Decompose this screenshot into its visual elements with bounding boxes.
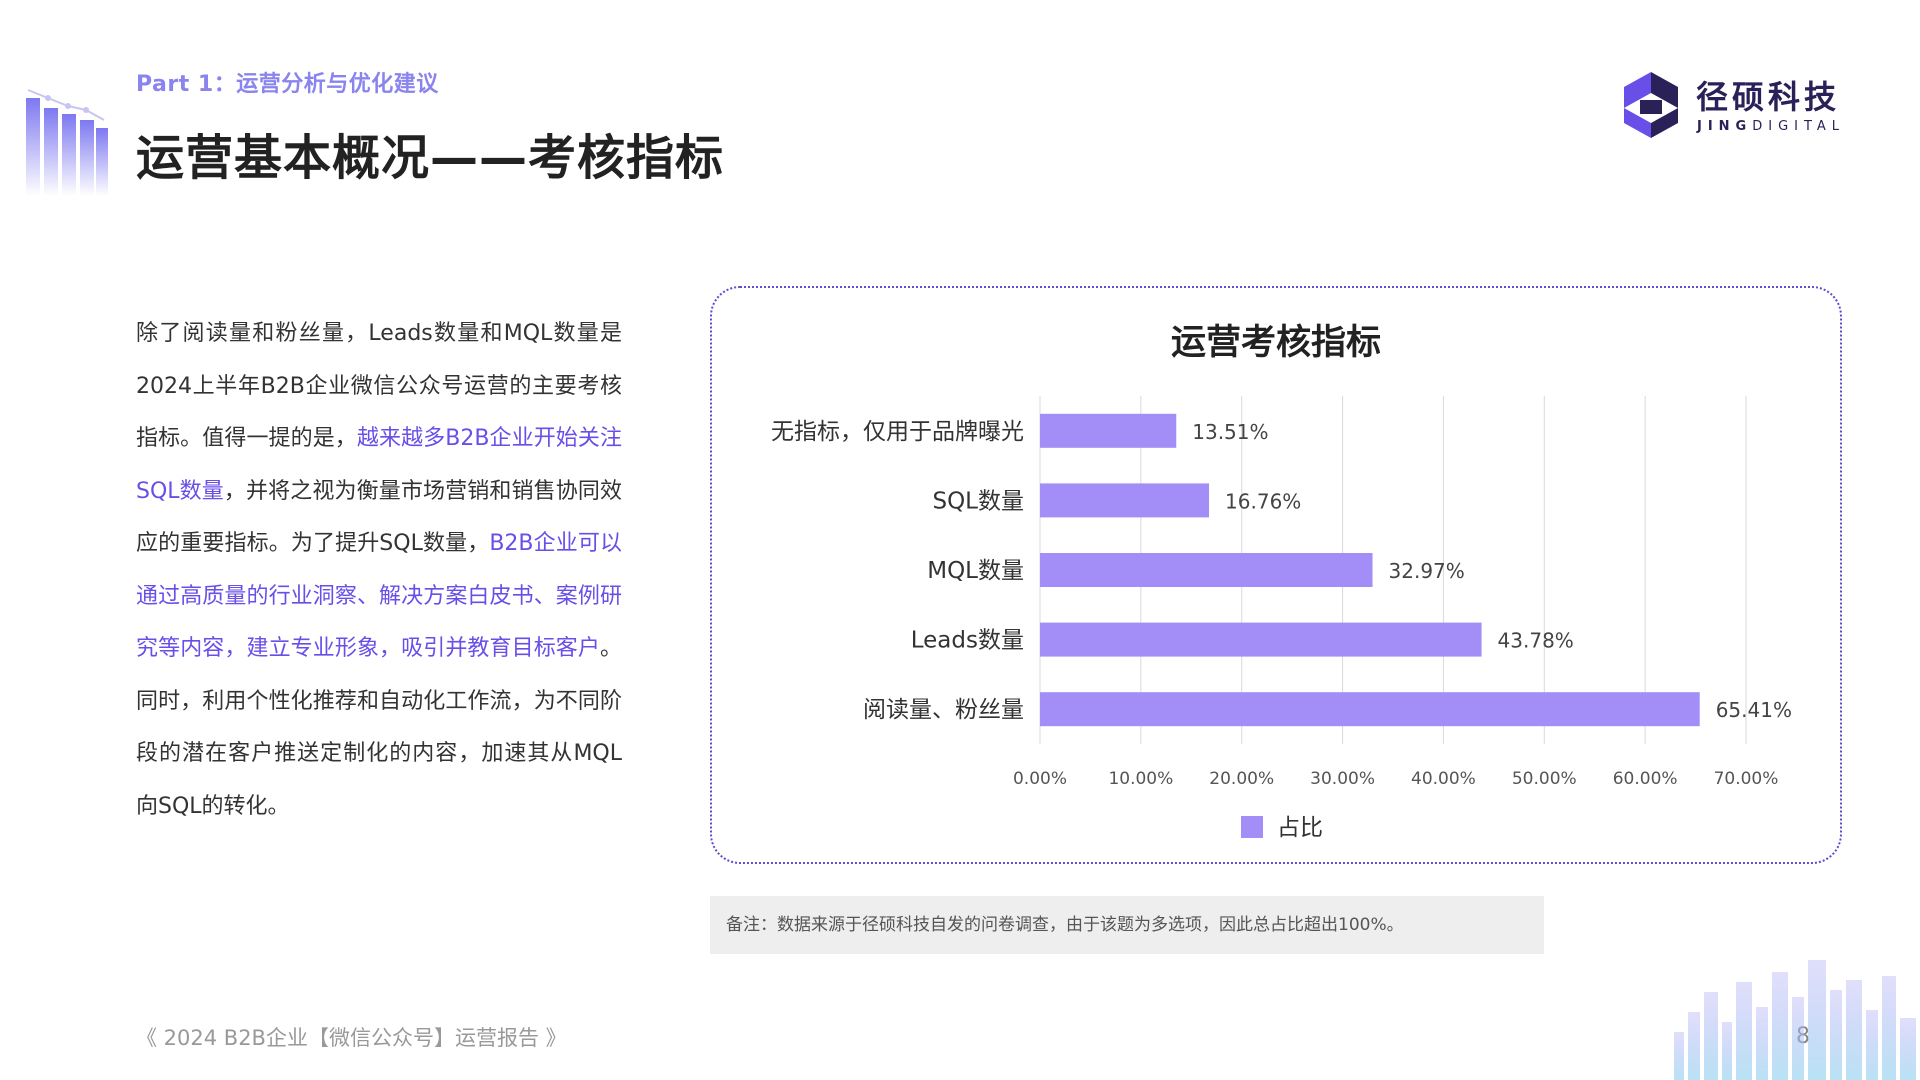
body-segment: ，并将之视为衡量市场营销和销售协同效应的重要指标。为了提升SQL数量，: [136, 478, 622, 557]
footer-report-title: 《 2024 B2B企业【微信公众号】运营报告 》: [136, 1026, 567, 1050]
x-tick-label: 70.00%: [1714, 769, 1779, 789]
data-label: 16.76%: [1225, 489, 1301, 513]
data-label: 65.41%: [1716, 698, 1792, 722]
y-category-label: SQL数量: [932, 488, 1024, 514]
x-tick-label: 20.00%: [1209, 769, 1274, 789]
body-highlight: 越来越多B2B企业开始关注SQL数量: [136, 426, 622, 504]
page-title: 运营基本概况——考核指标: [136, 130, 725, 186]
city-skyline-graphic: [1674, 960, 1916, 1080]
bar: [1040, 413, 1177, 448]
part-label: Part 1：运营分析与优化建议: [136, 72, 439, 97]
chart-title: 运营考核指标: [1171, 323, 1381, 363]
y-category-label: 无指标，仅用于品牌曝光: [771, 419, 1024, 445]
bar: [1040, 553, 1373, 587]
data-source-note: 备注：数据来源于径硕科技自发的问卷调查，由于该题为多选项，因此总占比超出100%…: [710, 896, 1544, 954]
logo-name-en: JINGDIGITAL: [1697, 119, 1845, 134]
bar-chart: 运营考核指标 0.00% 10.00% 20.00% 30.00% 40.00% 50.00…: [771, 323, 1792, 841]
y-category-label: Leads数量: [911, 628, 1024, 654]
logo-mark-icon: [1624, 72, 1678, 138]
logo-name-cn: 径硕科技: [1696, 78, 1841, 116]
body-paragraph: 除了阅读量和粉丝量，Leads数量和MQL数量是2024上半年B2B企业微信公众…: [136, 308, 622, 833]
x-tick-label: 30.00%: [1310, 769, 1375, 789]
legend-label: 占比: [1277, 815, 1323, 841]
legend-swatch: [1241, 816, 1263, 838]
data-label: 32.97%: [1389, 559, 1465, 583]
body-segment: 除了阅读量和粉丝量，Leads数量和MQL数量是2024上半年B2B企业微信公众…: [136, 321, 622, 451]
x-tick-label: 60.00%: [1613, 769, 1678, 789]
data-label: 43.78%: [1498, 629, 1574, 653]
x-tick-label: 50.00%: [1512, 769, 1577, 789]
logo-name-en-rest: DIGITAL: [1752, 119, 1846, 134]
decorative-bars-graphic: [26, 89, 108, 196]
bar: [1040, 622, 1482, 657]
body-segment: 。同时，利用个性化推荐和自动化工作流，为不同阶段的潜在客户推送定制化的内容，加速…: [136, 636, 622, 819]
bar: [1040, 692, 1700, 727]
company-logo: 径硕科技 JINGDIGITAL: [1620, 70, 1860, 144]
y-category-label: MQL数量: [927, 558, 1024, 584]
x-tick-label: 10.00%: [1108, 769, 1173, 789]
x-tick-label: 0.00%: [1013, 769, 1067, 789]
chart-panel: 运营考核指标 0.00% 10.00% 20.00% 30.00% 40.00% 50.00…: [710, 286, 1842, 864]
y-category-label: 阅读量、粉丝量: [863, 697, 1024, 723]
x-tick-label: 40.00%: [1411, 769, 1476, 789]
bar: [1040, 483, 1210, 518]
data-label: 13.51%: [1192, 420, 1268, 444]
logo-name-en-bold: JING: [1697, 119, 1753, 134]
body-highlight: B2B企业可以通过高质量的行业洞察、解决方案白皮书、案例研究等内容，建立专业形象…: [136, 531, 622, 661]
